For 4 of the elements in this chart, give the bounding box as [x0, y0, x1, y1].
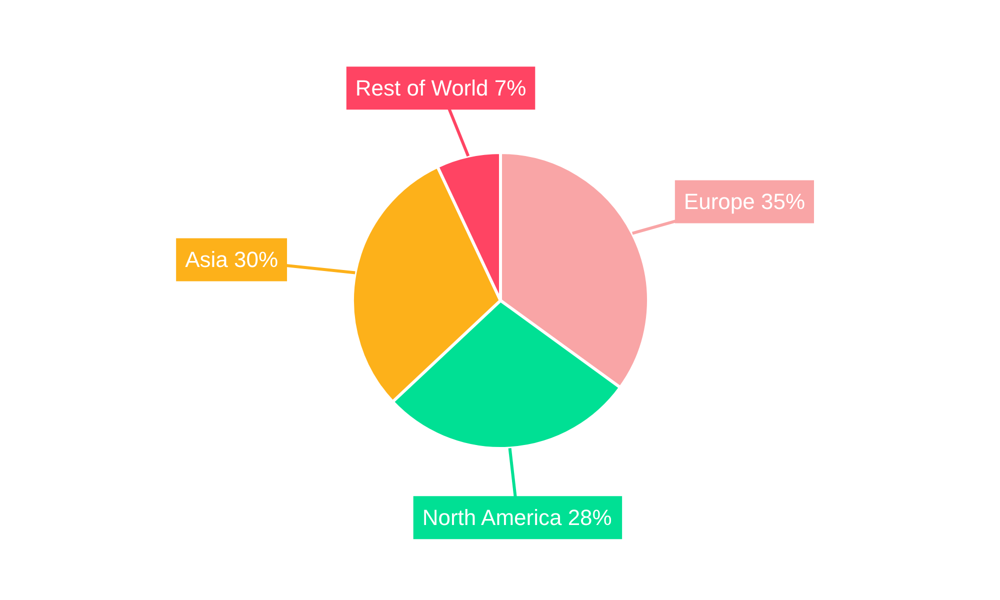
slice-label: Asia 30% [185, 247, 278, 272]
slice-label: Rest of World 7% [355, 76, 526, 101]
slice-label: Europe 35% [684, 189, 806, 214]
slice-label: North America 28% [422, 505, 612, 530]
